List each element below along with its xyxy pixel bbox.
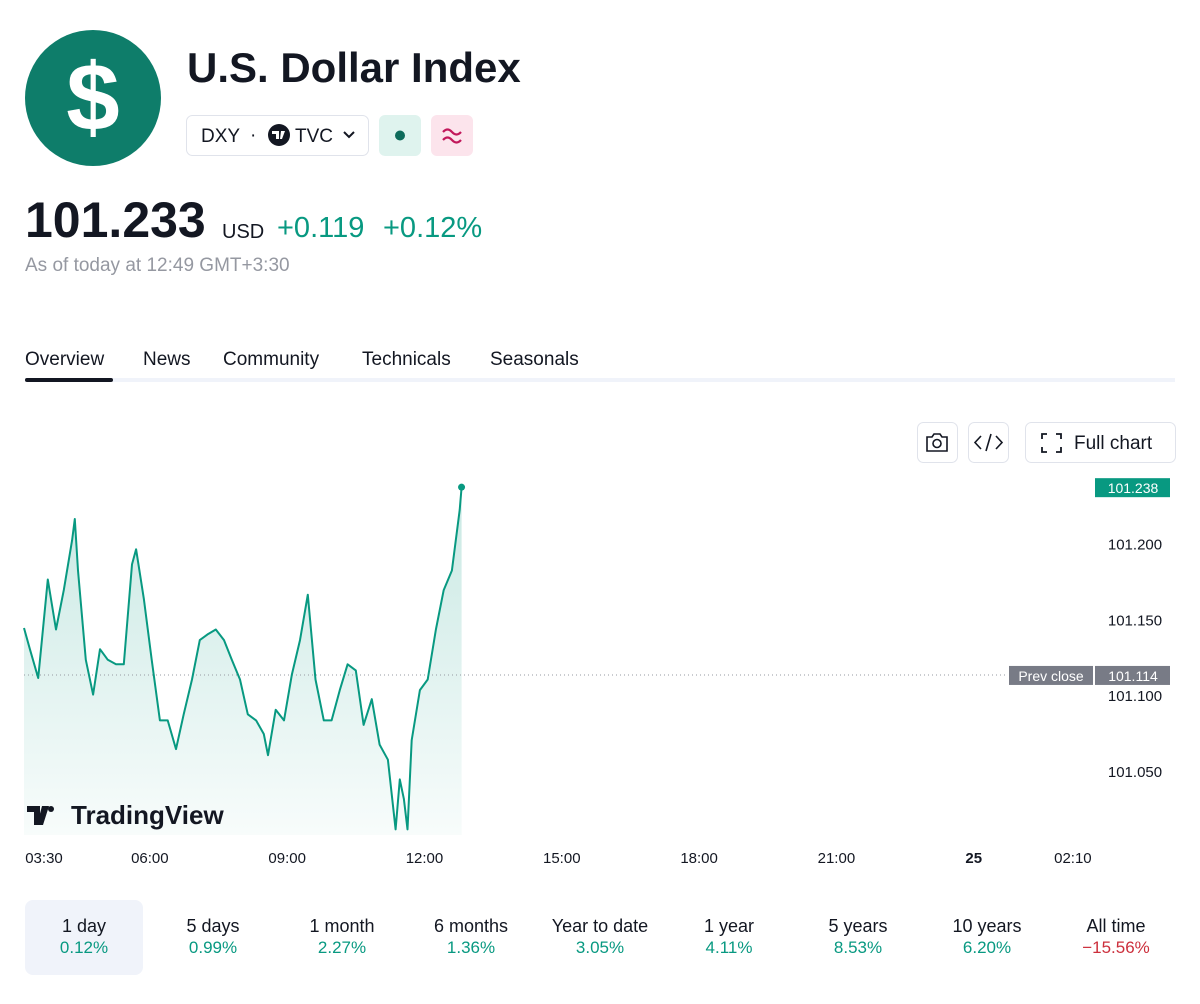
tab[interactable]: Community bbox=[223, 349, 320, 370]
full-chart-button[interactable] bbox=[1025, 422, 1176, 463]
range-change: −15.56% bbox=[1082, 938, 1150, 957]
last-price-badge bbox=[1095, 478, 1170, 498]
y-tick-label: 101.150 bbox=[1108, 612, 1162, 629]
snapshot-button[interactable] bbox=[917, 422, 958, 463]
separator: · bbox=[250, 125, 256, 146]
delay-icon bbox=[442, 128, 462, 144]
range-change: 3.05% bbox=[576, 938, 624, 957]
x-tick-label: 03:30 bbox=[25, 850, 63, 867]
tab[interactable]: Technicals bbox=[362, 349, 451, 370]
last-point bbox=[458, 483, 466, 491]
watermark-logo-dot bbox=[48, 806, 54, 812]
y-tick-label: 101.050 bbox=[1108, 764, 1162, 781]
range-label[interactable]: Year to date bbox=[552, 916, 648, 936]
watermark-logo bbox=[27, 806, 49, 825]
x-tick-label: 06:00 bbox=[131, 850, 169, 867]
x-tick-label: 15:00 bbox=[543, 850, 581, 867]
camera-icon bbox=[926, 433, 948, 452]
prev-close-label: Prev close bbox=[1018, 668, 1084, 684]
range-label[interactable]: 6 months bbox=[434, 916, 508, 936]
range-selector: 1 day 0.12% 5 days 0.99% 1 month 2.27% 6 month… bbox=[25, 900, 1150, 975]
full-chart-label: Full chart bbox=[1074, 433, 1153, 454]
as-of: As of today at 12:49 GMT+3:30 bbox=[25, 255, 290, 276]
fullscreen-icon bbox=[1041, 433, 1062, 453]
range-label[interactable]: All time bbox=[1086, 916, 1145, 936]
range-label[interactable]: 1 day bbox=[62, 916, 106, 936]
x-tick-label: 02:10 bbox=[1054, 850, 1092, 867]
range-change: 4.11% bbox=[706, 938, 753, 957]
prev-close-badge bbox=[1009, 665, 1093, 685]
range-label[interactable]: 5 days bbox=[186, 916, 239, 936]
camera-lens bbox=[932, 438, 942, 449]
active-tab-underline bbox=[25, 378, 113, 382]
symbol: DXY bbox=[201, 126, 240, 147]
chart: 101.200 101.150 101.100 101.050 03:30 06:00 09… bbox=[23, 478, 1170, 867]
tab[interactable]: Overview bbox=[25, 349, 104, 370]
title: U.S. Dollar Index bbox=[187, 44, 521, 91]
delay-badge[interactable] bbox=[431, 115, 473, 156]
range-change: 0.12% bbox=[60, 938, 108, 957]
area bbox=[24, 487, 462, 835]
range-change: 8.53% bbox=[834, 938, 882, 957]
x-tick-label: 18:00 bbox=[680, 850, 718, 867]
price-line bbox=[23, 487, 463, 831]
range-active-bg bbox=[25, 900, 143, 975]
exchange: TVC bbox=[295, 126, 333, 147]
range-change: 0.99% bbox=[189, 938, 237, 957]
change: +0.119 bbox=[277, 212, 364, 244]
currency: USD bbox=[222, 221, 264, 243]
range-label[interactable]: 1 month bbox=[309, 916, 374, 936]
tab[interactable]: Seasonals bbox=[490, 349, 579, 370]
change-percent: +0.12% bbox=[383, 212, 482, 244]
prev-close-value: 101.114 bbox=[1108, 668, 1158, 684]
y-tick-label: 101.100 bbox=[1108, 688, 1162, 705]
range-change: 1.36% bbox=[447, 938, 495, 957]
prev-close-value-badge bbox=[1095, 665, 1170, 685]
range-label[interactable]: 5 years bbox=[828, 916, 887, 936]
x-tick-label: 25 bbox=[965, 850, 982, 867]
range-change: 6.20% bbox=[963, 938, 1011, 957]
x-tick-label: 21:00 bbox=[818, 850, 856, 867]
price: 101.233 bbox=[25, 192, 206, 248]
chevron bbox=[343, 131, 355, 139]
exchange-icon-mark bbox=[272, 131, 285, 139]
status-dot bbox=[395, 130, 405, 141]
last-price-label: 101.238 bbox=[1108, 480, 1159, 496]
code-icon bbox=[973, 433, 1004, 452]
tabs: Overview News Community Technicals Seasonals bbox=[25, 349, 579, 370]
y-tick-label: 101.200 bbox=[1108, 537, 1162, 554]
x-tick-label: 09:00 bbox=[268, 850, 306, 867]
logo-circle bbox=[25, 30, 161, 166]
range-change: 2.27% bbox=[318, 938, 366, 957]
tab[interactable]: News bbox=[143, 349, 191, 370]
logo: $ bbox=[66, 44, 119, 151]
watermark: TradingView bbox=[71, 800, 224, 830]
x-tick-label: 12:00 bbox=[406, 850, 444, 867]
tabs-rule bbox=[25, 378, 1175, 382]
range-label[interactable]: 10 years bbox=[952, 916, 1021, 936]
range-label[interactable]: 1 year bbox=[704, 916, 754, 936]
